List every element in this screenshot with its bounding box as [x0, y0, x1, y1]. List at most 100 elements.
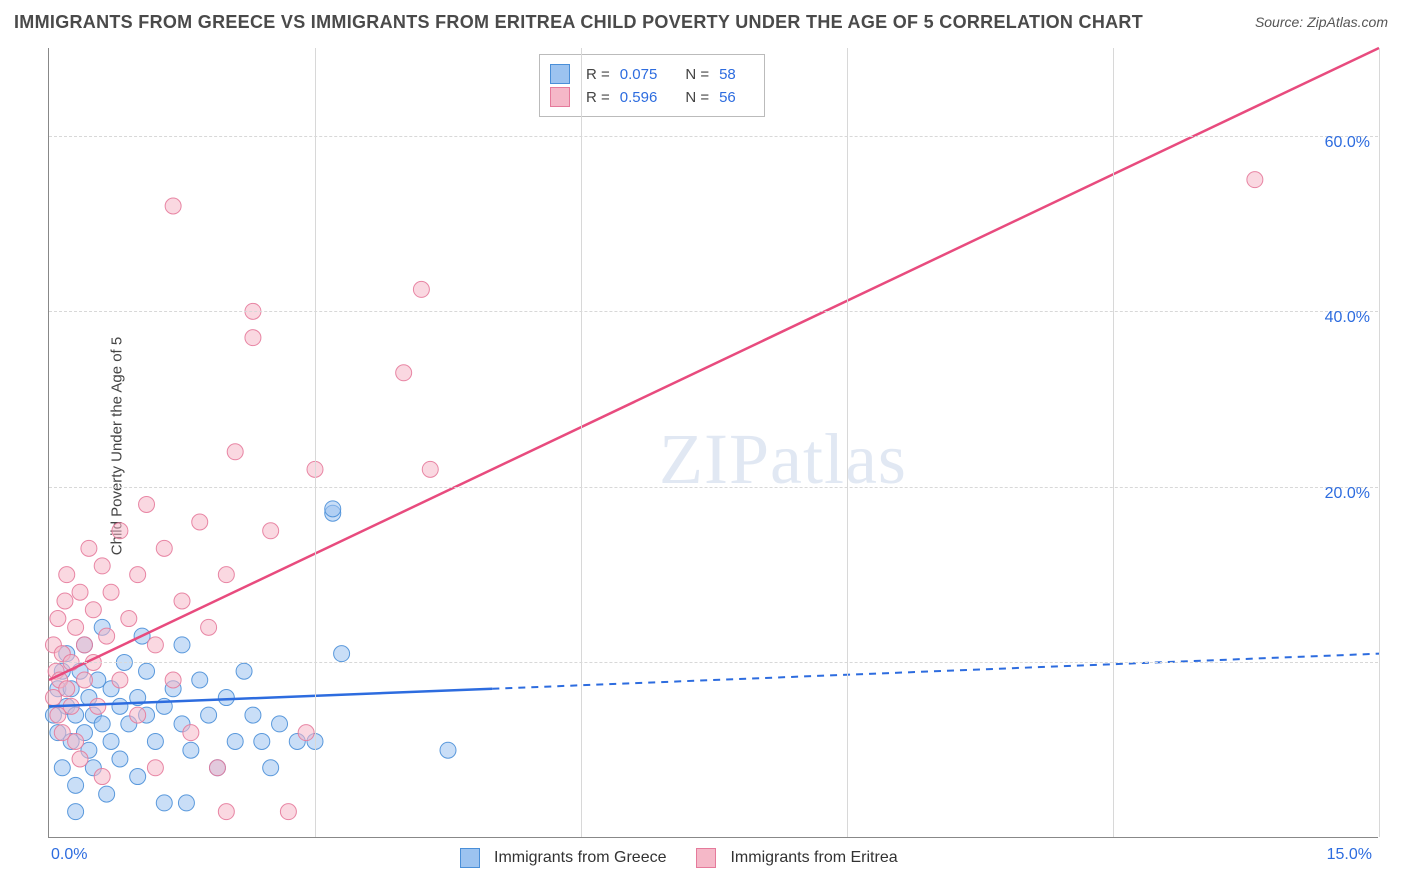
scatter-point-eritrea: [298, 725, 314, 741]
scatter-point-eritrea: [165, 672, 181, 688]
scatter-point-eritrea: [139, 496, 155, 512]
legend-item: Immigrants from Greece: [460, 848, 666, 868]
scatter-point-eritrea: [90, 698, 106, 714]
scatter-point-eritrea: [192, 514, 208, 530]
y-tick-label: 40.0%: [1325, 309, 1370, 327]
trend-line-eritrea: [49, 48, 1379, 680]
y-tick-label: 20.0%: [1325, 485, 1370, 503]
scatter-point-eritrea: [94, 769, 110, 785]
scatter-point-eritrea: [112, 672, 128, 688]
scatter-point-eritrea: [218, 567, 234, 583]
scatter-point-eritrea: [1247, 172, 1263, 188]
scatter-point-eritrea: [68, 733, 84, 749]
scatter-point-greece: [227, 733, 243, 749]
scatter-point-eritrea: [68, 619, 84, 635]
scatter-point-eritrea: [227, 444, 243, 460]
scatter-point-eritrea: [201, 619, 217, 635]
scatter-point-eritrea: [130, 707, 146, 723]
y-tick-label: 60.0%: [1325, 134, 1370, 152]
scatter-point-eritrea: [413, 281, 429, 297]
scatter-point-eritrea: [245, 330, 261, 346]
scatter-point-greece: [236, 663, 252, 679]
scatter-point-eritrea: [130, 567, 146, 583]
scatter-point-eritrea: [147, 637, 163, 653]
scatter-point-greece: [112, 698, 128, 714]
scatter-point-eritrea: [174, 593, 190, 609]
scatter-point-greece: [218, 690, 234, 706]
plot-svg: [49, 48, 1378, 837]
n-value: 58: [719, 66, 736, 83]
scatter-point-greece: [147, 733, 163, 749]
stats-legend: R =0.075N =58R =0.596N =56: [539, 54, 765, 117]
scatter-point-eritrea: [218, 804, 234, 820]
legend-item: Immigrants from Eritrea: [696, 848, 897, 868]
gridline-v: [1113, 48, 1114, 837]
scatter-point-greece: [183, 742, 199, 758]
n-value: 56: [719, 89, 736, 106]
scatter-point-eritrea: [76, 672, 92, 688]
scatter-point-eritrea: [94, 558, 110, 574]
scatter-point-greece: [334, 646, 350, 662]
scatter-point-greece: [178, 795, 194, 811]
gridline-h: [49, 487, 1378, 488]
scatter-point-greece: [174, 637, 190, 653]
r-value: 0.596: [620, 89, 658, 106]
scatter-point-greece: [130, 769, 146, 785]
legend-label: Immigrants from Greece: [494, 849, 666, 867]
scatter-point-eritrea: [280, 804, 296, 820]
source-attribution: Source: ZipAtlas.com: [1255, 14, 1388, 30]
gridline-v: [1379, 48, 1380, 837]
scatter-point-greece: [94, 716, 110, 732]
scatter-point-greece: [263, 760, 279, 776]
scatter-point-eritrea: [59, 567, 75, 583]
scatter-point-eritrea: [183, 725, 199, 741]
scatter-point-eritrea: [121, 611, 137, 627]
r-label: R =: [586, 89, 610, 106]
swatch-eritrea-icon: [550, 87, 570, 107]
scatter-point-greece: [192, 672, 208, 688]
scatter-point-eritrea: [99, 628, 115, 644]
scatter-point-eritrea: [209, 760, 225, 776]
scatter-point-greece: [201, 707, 217, 723]
scatter-point-eritrea: [59, 681, 75, 697]
legend-swatch-icon: [460, 848, 480, 868]
gridline-h: [49, 136, 1378, 137]
scatter-point-eritrea: [396, 365, 412, 381]
scatter-point-greece: [68, 804, 84, 820]
scatter-point-eritrea: [112, 523, 128, 539]
gridline-v: [315, 48, 316, 837]
scatter-point-greece: [99, 786, 115, 802]
scatter-point-eritrea: [263, 523, 279, 539]
n-label: N =: [685, 66, 709, 83]
scatter-point-eritrea: [81, 540, 97, 556]
gridline-v: [847, 48, 848, 837]
x-tick-label: 15.0%: [1327, 846, 1372, 864]
scatter-point-eritrea: [50, 611, 66, 627]
legend-swatch-icon: [696, 848, 716, 868]
scatter-point-eritrea: [156, 540, 172, 556]
scatter-point-eritrea: [57, 593, 73, 609]
scatter-point-greece: [440, 742, 456, 758]
trend-line-ext-greece: [492, 654, 1379, 689]
scatter-point-greece: [112, 751, 128, 767]
scatter-point-eritrea: [422, 461, 438, 477]
series-legend: Immigrants from Greece Immigrants from Er…: [460, 848, 898, 868]
scatter-point-greece: [139, 663, 155, 679]
scatter-point-eritrea: [103, 584, 119, 600]
scatter-point-greece: [68, 777, 84, 793]
scatter-point-greece: [54, 760, 70, 776]
chart-title: IMMIGRANTS FROM GREECE VS IMMIGRANTS FRO…: [14, 12, 1143, 33]
r-value: 0.075: [620, 66, 658, 83]
scatter-point-eritrea: [85, 602, 101, 618]
scatter-point-greece: [103, 733, 119, 749]
gridline-h: [49, 662, 1378, 663]
scatter-point-eritrea: [72, 584, 88, 600]
scatter-point-eritrea: [165, 198, 181, 214]
scatter-point-greece: [254, 733, 270, 749]
scatter-plot-area: ZIPatlas R =0.075N =58R =0.596N =56 20.0…: [48, 48, 1378, 838]
gridline-h: [49, 311, 1378, 312]
gridline-v: [581, 48, 582, 837]
scatter-point-greece: [272, 716, 288, 732]
n-label: N =: [685, 89, 709, 106]
scatter-point-greece: [325, 501, 341, 517]
